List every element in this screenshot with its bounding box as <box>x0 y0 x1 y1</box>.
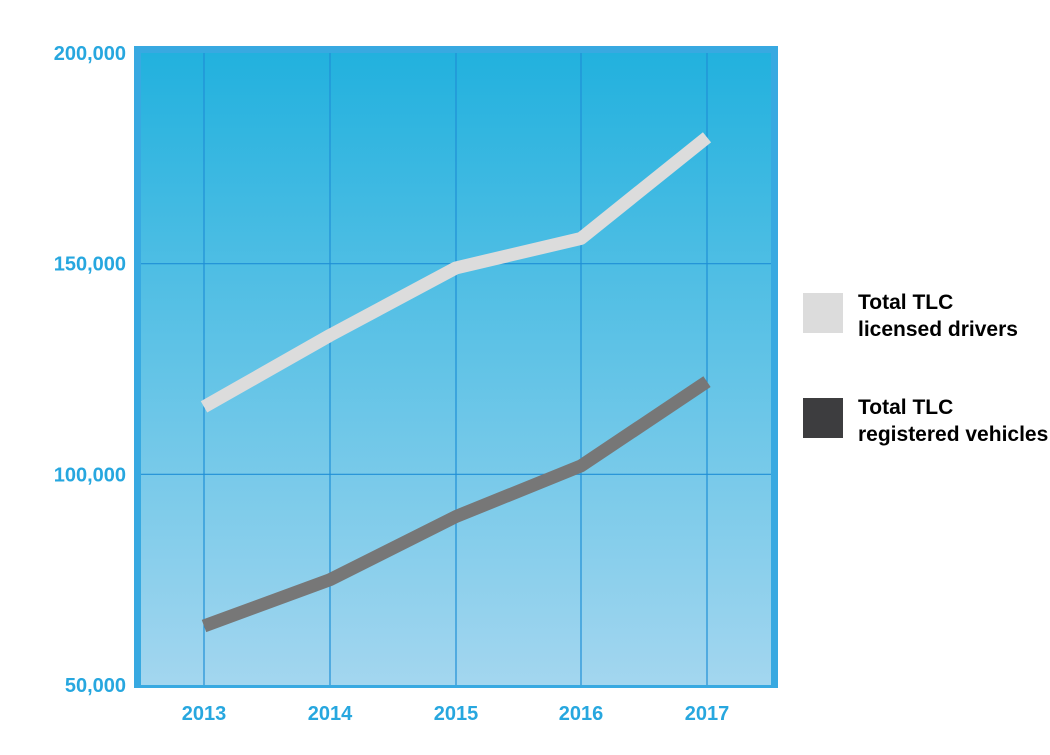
x-tick-label: 2013 <box>182 703 227 725</box>
x-tick-label: 2017 <box>685 703 730 725</box>
legend-label-0: licensed drivers <box>858 318 1018 341</box>
legend-swatch-0 <box>803 293 843 333</box>
series-layer <box>200 132 712 633</box>
x-tick-label: 2014 <box>308 703 353 725</box>
y-axis-ticks: 50,000 100,000 150,000 200,000 <box>54 43 126 697</box>
x-tick-label: 2016 <box>559 703 604 725</box>
legend-label-1: registered vehicles <box>858 423 1048 446</box>
y-tick-label: 150,000 <box>54 254 126 276</box>
legend-label-0: Total TLC <box>858 291 953 314</box>
y-tick-label: 200,000 <box>54 43 126 65</box>
x-axis-ticks: 2013 2014 2015 2016 2017 <box>182 703 730 725</box>
legend-swatch-1 <box>803 398 843 438</box>
y-tick-label: 100,000 <box>54 464 126 486</box>
x-tick-label: 2015 <box>434 703 479 725</box>
legend-label-1: Total TLC <box>858 396 953 419</box>
legend: Total TLC licensed drivers Total TLC regist… <box>803 291 1048 446</box>
y-tick-label: 50,000 <box>65 675 126 697</box>
